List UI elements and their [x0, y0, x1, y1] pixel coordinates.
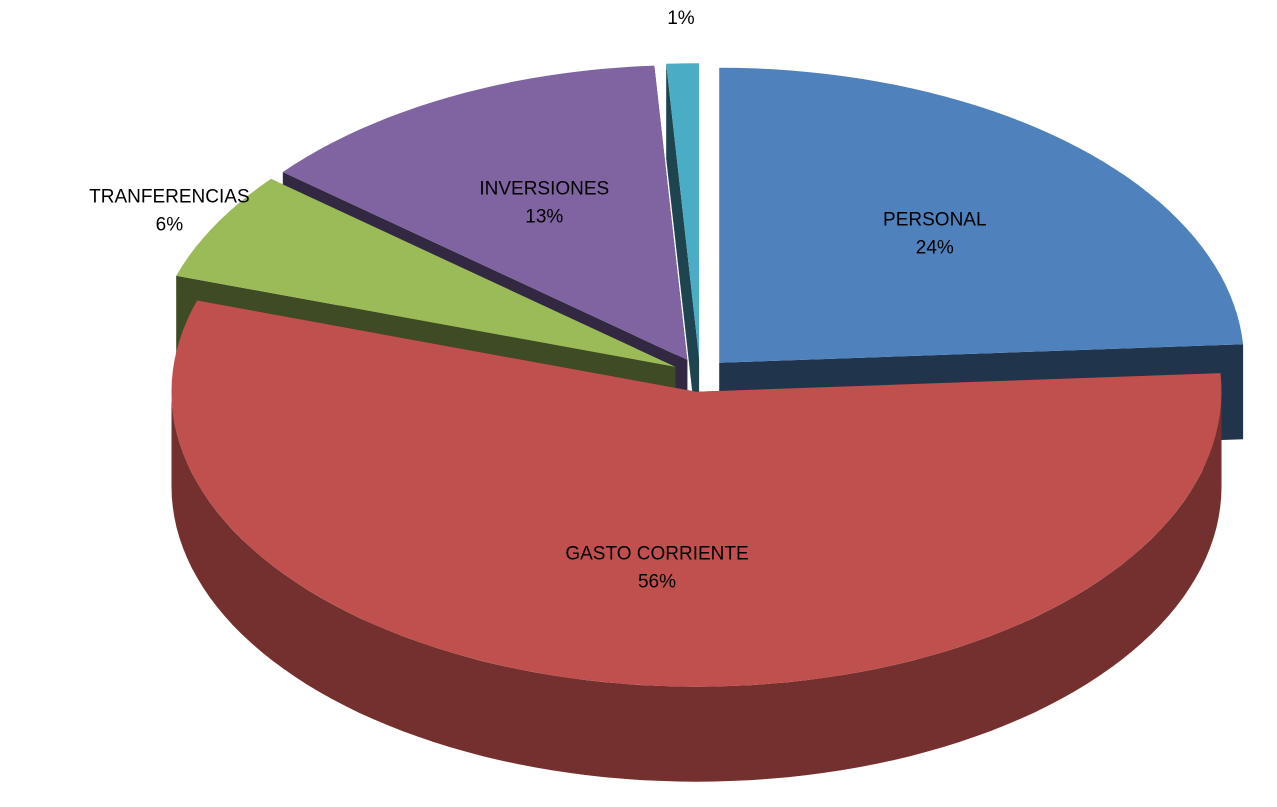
slice [176, 178, 676, 367]
slice-label: TRANFERENCIAS [89, 187, 249, 208]
slice-value-label: 24% [916, 238, 954, 259]
slice-value-label: 13% [525, 206, 563, 227]
slice-label: INVERSIONES [479, 178, 609, 199]
slice-value-label: 1% [667, 8, 695, 29]
slice-label: PERSONAL [883, 210, 986, 231]
slice [282, 65, 688, 360]
slice-label: GASTO CORRIENTE [565, 543, 748, 564]
slice-value-label: 6% [156, 215, 184, 236]
slice [719, 67, 1244, 363]
slice-side [666, 63, 700, 454]
slice-wall [171, 391, 1222, 782]
slice [171, 300, 1222, 687]
slice-value-label: 56% [638, 571, 676, 592]
slice [666, 63, 700, 359]
slice-label: PASIVOS FINANCIEROS [572, 0, 789, 1]
